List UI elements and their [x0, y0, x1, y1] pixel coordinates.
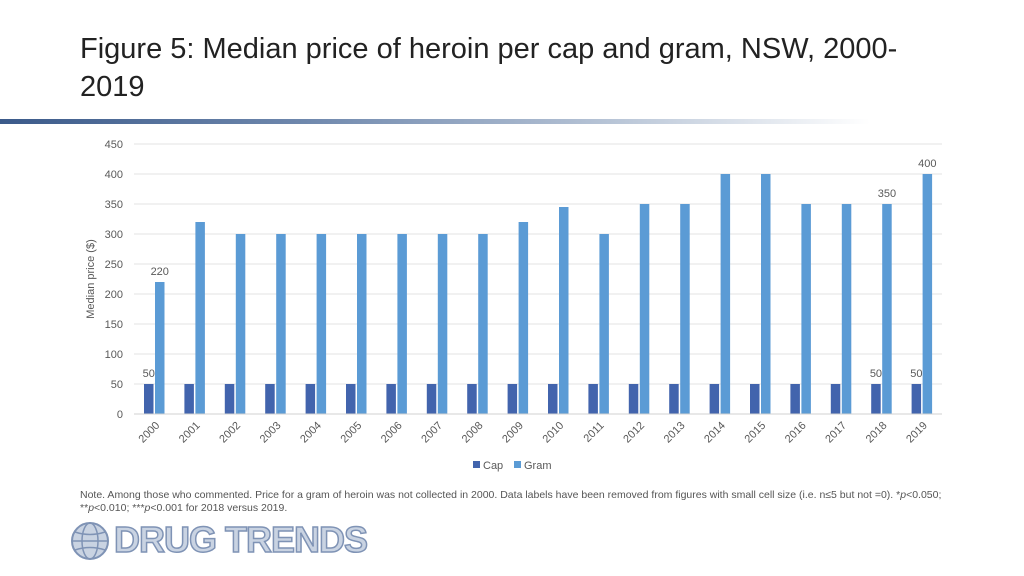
- title-divider: [0, 119, 870, 124]
- bar-cap: [305, 384, 316, 414]
- bar-cap: [588, 384, 598, 414]
- y-tick-label: 200: [105, 289, 123, 301]
- bar-gram: [397, 234, 407, 414]
- bar-gram: [316, 234, 327, 414]
- bar-gram: [518, 222, 529, 414]
- bar-cap: [709, 384, 720, 414]
- legend-label: Gram: [524, 460, 552, 472]
- x-tick-label: 2016: [783, 420, 809, 446]
- bar-gram: [195, 222, 205, 414]
- x-tick-label: 2002: [217, 420, 243, 446]
- bar-cap: [911, 384, 922, 414]
- bar-gram: [559, 207, 569, 414]
- globe-icon: [71, 522, 109, 560]
- bar-cap: [669, 384, 679, 414]
- bar-cap: [144, 384, 154, 414]
- x-tick-label: 2009: [500, 420, 526, 446]
- bar-gram: [599, 234, 609, 414]
- legend-swatch: [514, 461, 521, 468]
- y-tick-label: 250: [105, 259, 123, 271]
- bar-gram: [882, 204, 892, 414]
- x-tick-label: 2006: [379, 420, 405, 446]
- x-tick-label: 2007: [419, 420, 445, 446]
- x-tick-label: 2012: [621, 420, 647, 446]
- bar-cap: [628, 384, 639, 414]
- bar-gram: [276, 234, 286, 414]
- x-tick-label: 2003: [258, 420, 284, 446]
- data-label-cap: 50: [870, 368, 882, 380]
- bar-cap: [790, 384, 800, 414]
- x-tick-label: 2017: [823, 420, 849, 446]
- y-tick-label: 50: [111, 379, 123, 391]
- bar-gram: [801, 204, 811, 414]
- data-label-cap: 50: [910, 368, 922, 380]
- bar-cap: [548, 384, 558, 414]
- y-tick-label: 350: [105, 199, 123, 211]
- slide-title: Figure 5: Median price of heroin per cap…: [80, 33, 898, 103]
- data-label-cap: 50: [143, 368, 155, 380]
- x-tick-label: 2013: [662, 420, 688, 446]
- y-tick-label: 0: [117, 409, 123, 421]
- y-tick-label: 400: [105, 169, 123, 181]
- bar-cap: [871, 384, 881, 414]
- y-tick-label: 300: [105, 229, 123, 241]
- y-tick-label: 150: [105, 319, 123, 331]
- x-tick-label: 2014: [702, 420, 728, 446]
- bar-gram: [235, 234, 246, 414]
- legend-label: Cap: [483, 460, 503, 472]
- x-tick-label: 2010: [541, 420, 567, 446]
- logo-text: DRUG TRENDS: [113, 518, 369, 561]
- bar-cap: [750, 384, 760, 414]
- x-tick-label: 2001: [177, 420, 203, 446]
- y-tick-label: 450: [105, 139, 123, 151]
- bar-gram: [357, 234, 367, 414]
- bar-cap: [507, 384, 518, 414]
- x-tick-label: 2015: [743, 420, 769, 446]
- bar-gram: [680, 204, 690, 414]
- data-label-gram: 350: [878, 188, 896, 200]
- data-label-gram: 400: [918, 158, 936, 170]
- x-tick-label: 2018: [864, 420, 890, 446]
- bar-cap: [830, 384, 841, 414]
- x-tick-label: 2008: [460, 420, 486, 446]
- bar-gram: [437, 234, 448, 414]
- x-tick-label: 2005: [339, 420, 365, 446]
- bar-cap: [426, 384, 437, 414]
- bar-gram: [155, 282, 165, 414]
- bar-gram: [478, 234, 488, 414]
- x-tick-label: 2000: [137, 420, 163, 446]
- bar-cap: [184, 384, 194, 414]
- bar-cap: [386, 384, 396, 414]
- drug-trends-logo: DRUG TRENDS: [70, 518, 410, 561]
- bar-cap: [467, 384, 477, 414]
- x-tick-label: 2019: [904, 420, 930, 446]
- y-tick-label: 100: [105, 349, 123, 361]
- bar-cap: [224, 384, 235, 414]
- y-axis-label: Median price ($): [85, 239, 97, 318]
- chart-note: Note. Among those who commented. Price f…: [80, 489, 942, 514]
- legend-swatch: [473, 461, 480, 468]
- bar-cap: [265, 384, 275, 414]
- bar-cap: [346, 384, 356, 414]
- bar-gram: [761, 174, 771, 414]
- bar-gram: [720, 174, 731, 414]
- x-tick-label: 2011: [582, 420, 607, 445]
- bar-gram: [841, 204, 852, 414]
- x-tick-label: 2004: [298, 420, 324, 446]
- bar-gram: [639, 204, 650, 414]
- bar-gram: [922, 174, 933, 414]
- data-label-gram: 220: [151, 266, 169, 278]
